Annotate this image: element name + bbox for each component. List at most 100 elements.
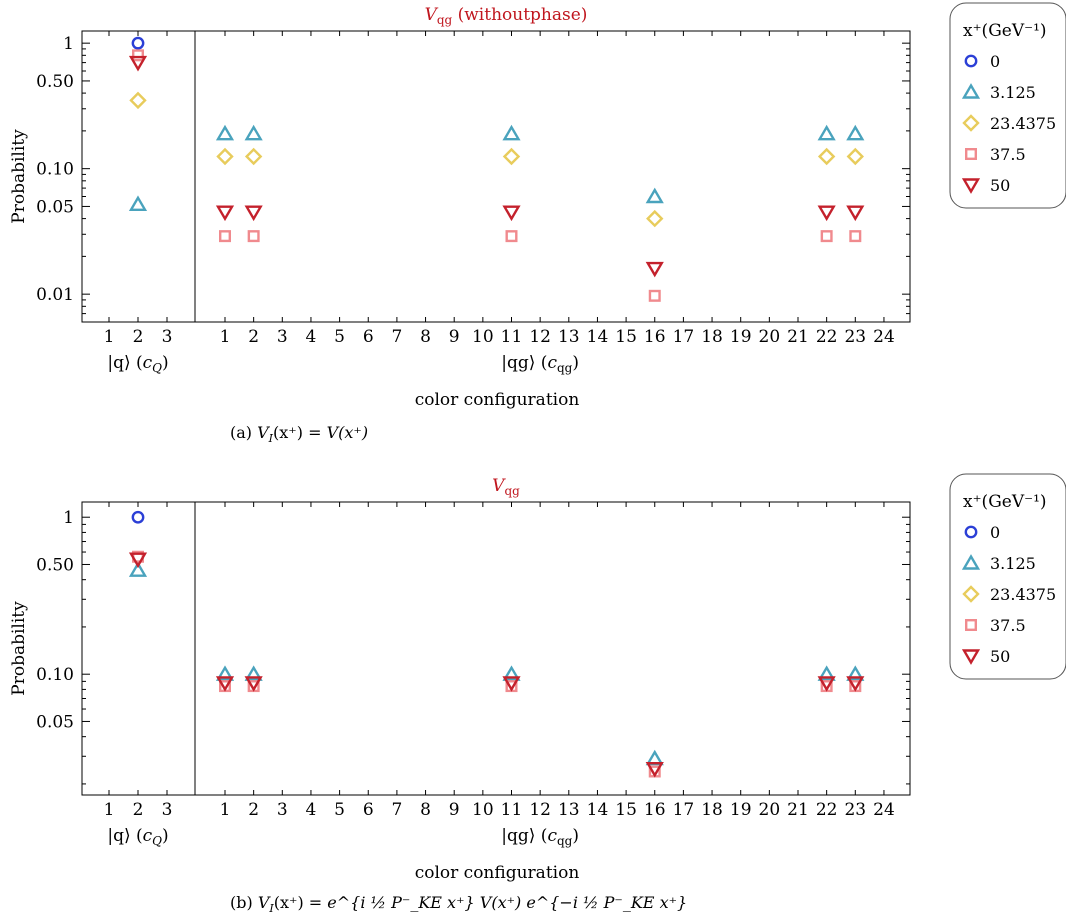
series-0	[131, 510, 145, 524]
x-tick-label-qg: 1	[220, 800, 231, 820]
qg-axis-c: c	[547, 826, 557, 846]
q-axis-label: |q⟩ (cQ)	[107, 353, 168, 375]
data-point	[244, 147, 263, 166]
x-tick-label-q: 2	[133, 800, 144, 820]
legend-marker	[962, 114, 980, 132]
x-tick-label-qg: 4	[306, 800, 317, 820]
series-3.125	[128, 561, 865, 766]
legend-marker	[962, 585, 980, 603]
series-23.4375	[129, 91, 864, 228]
x-tick-label-q: 3	[162, 800, 173, 820]
data-point	[817, 205, 836, 222]
q-axis-label: |q⟩ (cQ)	[107, 826, 168, 848]
legend-title: x⁺(GeV⁻¹)	[963, 492, 1047, 512]
x-tick-label-qg: 13	[558, 800, 580, 820]
data-point	[131, 49, 144, 62]
x-tick-label-qg: 22	[816, 327, 838, 347]
x-tick-label-qg: 6	[363, 327, 374, 347]
data-point	[646, 209, 664, 228]
y-tick-label: 0.05	[36, 712, 74, 732]
legend-entry: 23.4375	[990, 114, 1056, 133]
x-tick-label-qg: 20	[759, 800, 781, 820]
chart-title-main: V	[425, 5, 439, 25]
x-tick-label-qg: 9	[449, 800, 460, 820]
data-point	[820, 230, 833, 243]
data-point	[244, 124, 263, 141]
y-tick-label: 0.01	[36, 285, 74, 305]
qg-axis-close: )	[572, 826, 579, 846]
q-axis-c-sub: Q	[152, 834, 162, 848]
data-point	[215, 124, 235, 141]
data-point	[128, 561, 148, 577]
caption-rhs: e^{i ½ P⁻_KE x⁺} V(x⁺) e^{−i ½ P⁻_KE x⁺}	[327, 893, 687, 912]
legend-entry: 0	[990, 523, 1000, 542]
legend-marker	[964, 54, 978, 68]
legend-entry: 50	[990, 176, 1010, 195]
x-tick-label-qg: 6	[363, 800, 374, 820]
series-37.5	[131, 49, 862, 302]
series-0	[131, 36, 145, 50]
x-tick-label-qg: 13	[558, 327, 580, 347]
data-point	[502, 147, 521, 166]
data-point	[846, 665, 865, 681]
data-point	[129, 91, 147, 110]
caption-prefix: (b)	[230, 893, 258, 912]
x-axis-label: color configuration	[415, 390, 580, 410]
y-tick-label: 0.50	[36, 555, 74, 575]
chart-title-suffix: (withoutphase)	[452, 5, 587, 25]
plot-frame	[81, 30, 911, 323]
x-tick-label-qg: 15	[615, 800, 637, 820]
data-point	[849, 230, 862, 243]
y-tick-label: 0.05	[36, 197, 74, 217]
data-point	[817, 665, 836, 681]
chart-title: Vqg (withoutphase)	[425, 5, 588, 27]
y-tick-label: 0.50	[36, 72, 74, 92]
caption-lhs-sub: I	[268, 902, 274, 915]
legend-marker	[965, 147, 978, 160]
data-point	[505, 230, 518, 243]
data-point	[846, 205, 865, 222]
q-axis-c: c	[143, 353, 153, 373]
y-tick-label: 1	[63, 34, 74, 54]
data-point	[645, 762, 664, 778]
x-tick-label-qg: 8	[420, 327, 431, 347]
qg-axis-label: |qg⟩ (cqg)	[501, 826, 579, 848]
caption-lhs: V	[258, 893, 271, 912]
y-tick-label: 1	[63, 508, 74, 528]
legend-entry: 3.125	[990, 83, 1036, 102]
legend: x⁺(GeV⁻¹) 0 3.125 23.4375 37.5 50	[949, 473, 1066, 680]
series-50	[128, 55, 865, 278]
data-point	[645, 261, 664, 278]
x-tick-label-qg: 23	[844, 327, 866, 347]
x-tick-label-qg: 10	[472, 327, 494, 347]
x-tick-label-qg: 1	[220, 327, 231, 347]
x-tick-label-qg: 16	[644, 800, 666, 820]
q-axis-c-sub: Q	[152, 361, 162, 375]
data-point	[215, 665, 235, 681]
qg-axis-close: )	[572, 353, 579, 373]
data-point	[502, 665, 521, 681]
x-tick-label-qg: 11	[501, 327, 523, 347]
legend-marker	[965, 619, 978, 632]
legend-entry: 0	[990, 52, 1000, 71]
chart-title: Vqg	[492, 476, 520, 498]
legend-marker	[961, 178, 981, 194]
caption-prefix: (a)	[230, 423, 257, 442]
x-tick-label-q: 3	[162, 327, 173, 347]
qg-axis-label: |qg⟩ (cqg)	[501, 353, 579, 375]
q-axis-close: )	[162, 353, 169, 373]
legend-title: x⁺(GeV⁻¹)	[963, 21, 1047, 41]
x-tick-label-qg: 22	[816, 800, 838, 820]
series-3.125	[128, 124, 865, 212]
data-point	[244, 205, 263, 222]
data-point	[817, 124, 836, 141]
x-tick-label-qg: 3	[277, 327, 288, 347]
x-tick-label-qg: 2	[248, 800, 259, 820]
legend-entry: 37.5	[990, 145, 1026, 164]
data-point	[131, 36, 145, 50]
x-tick-label-qg: 18	[701, 800, 723, 820]
chart-panel-0: Vqg (withoutphase) 1 0.50 0.10 0.05 0.01 Proba…	[9, 2, 1066, 445]
y-axis-label: Probability	[9, 129, 29, 224]
caption: (a) VI(x⁺) = V(x⁺)	[230, 423, 368, 445]
